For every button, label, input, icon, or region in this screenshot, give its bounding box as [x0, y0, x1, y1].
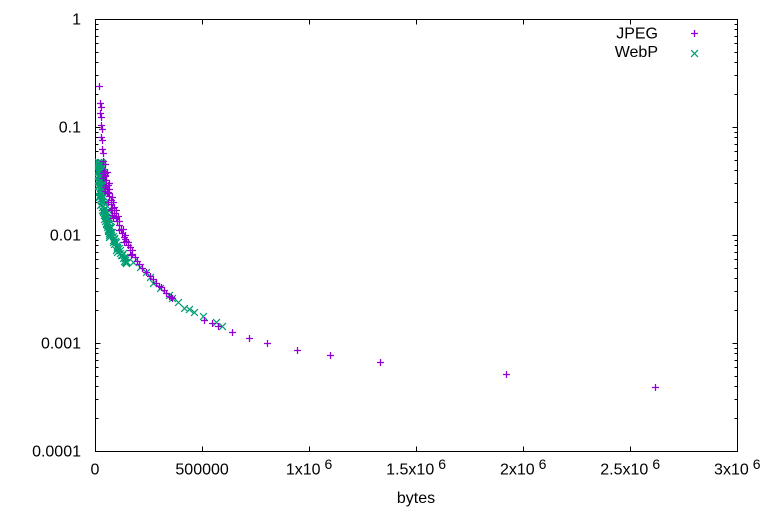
svg-text:bytes: bytes: [397, 490, 435, 507]
svg-text:0.0001: 0.0001: [32, 443, 81, 460]
svg-text:0.001: 0.001: [41, 335, 81, 352]
svg-text:1: 1: [72, 12, 81, 29]
svg-text:0: 0: [91, 462, 100, 479]
svg-text:0.01: 0.01: [50, 228, 81, 245]
svg-text:JPEG: JPEG: [616, 26, 658, 43]
svg-text:0.1: 0.1: [59, 120, 81, 137]
svg-text:500000: 500000: [175, 462, 228, 479]
svg-text:WebP: WebP: [615, 44, 658, 61]
